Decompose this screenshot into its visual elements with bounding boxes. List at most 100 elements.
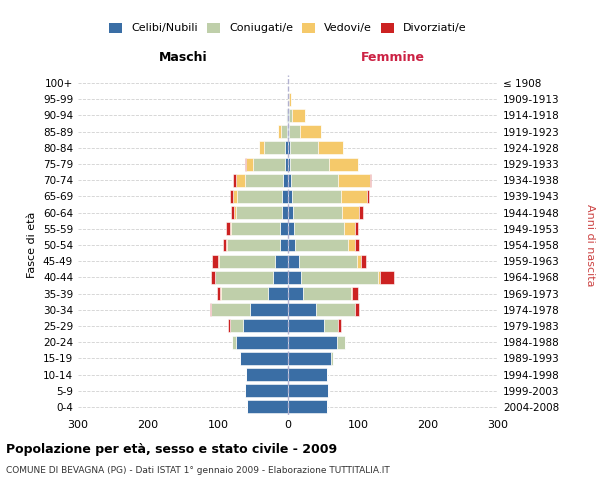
Bar	[288, 142, 290, 154]
Bar	[356, 254, 361, 268]
Bar	[359, 206, 363, 219]
Bar	[230, 190, 233, 203]
Bar	[277, 125, 281, 138]
Bar	[325, 320, 338, 332]
Bar	[301, 271, 377, 284]
Bar	[283, 174, 288, 186]
Bar	[341, 190, 367, 203]
Bar	[230, 206, 234, 219]
Bar	[351, 287, 352, 300]
Bar	[295, 238, 347, 252]
Bar	[211, 271, 215, 284]
Bar	[299, 254, 356, 268]
Bar	[235, 336, 288, 348]
Bar	[293, 206, 342, 219]
Text: COMUNE DI BEVAGNA (PG) - Dati ISTAT 1° gennaio 2009 - Elaborazione TUTTITALIA.IT: COMUNE DI BEVAGNA (PG) - Dati ISTAT 1° g…	[6, 466, 390, 475]
Bar	[285, 142, 288, 154]
Bar	[338, 320, 341, 332]
Bar	[370, 174, 371, 186]
Bar	[288, 400, 326, 413]
Bar	[250, 304, 288, 316]
Bar	[355, 304, 359, 316]
Bar	[288, 320, 325, 332]
Bar	[288, 125, 289, 138]
Bar	[318, 142, 343, 154]
Bar	[288, 287, 304, 300]
Bar	[367, 190, 368, 203]
Bar	[288, 336, 337, 348]
Bar	[211, 304, 250, 316]
Bar	[288, 254, 299, 268]
Bar	[288, 304, 316, 316]
Bar	[329, 158, 358, 170]
Bar	[217, 287, 220, 300]
Bar	[331, 352, 333, 365]
Bar	[215, 271, 272, 284]
Bar	[288, 206, 293, 219]
Bar	[342, 206, 359, 219]
Bar	[288, 352, 331, 365]
Y-axis label: Fasce di età: Fasce di età	[28, 212, 37, 278]
Bar	[245, 384, 288, 397]
Bar	[253, 158, 284, 170]
Bar	[361, 254, 367, 268]
Legend: Celibi/Nubili, Coniugati/e, Vedovi/e, Divorziati/e: Celibi/Nubili, Coniugati/e, Vedovi/e, Di…	[106, 20, 470, 37]
Bar	[304, 287, 351, 300]
Bar	[338, 174, 370, 186]
Bar	[232, 222, 280, 235]
Bar	[288, 384, 328, 397]
Bar	[236, 174, 245, 186]
Bar	[275, 254, 288, 268]
Bar	[289, 93, 291, 106]
Bar	[292, 109, 305, 122]
Text: Maschi: Maschi	[158, 50, 208, 64]
Bar	[337, 336, 346, 348]
Bar	[240, 352, 241, 365]
Bar	[233, 190, 237, 203]
Bar	[227, 238, 280, 252]
Bar	[288, 158, 290, 170]
Bar	[284, 158, 288, 170]
Bar	[300, 125, 321, 138]
Bar	[283, 190, 288, 203]
Bar	[288, 238, 295, 252]
Bar	[246, 158, 253, 170]
Bar	[289, 109, 292, 122]
Text: Femmine: Femmine	[361, 50, 425, 64]
Bar	[355, 238, 359, 252]
Bar	[289, 125, 300, 138]
Bar	[288, 93, 289, 106]
Bar	[377, 271, 380, 284]
Bar	[218, 254, 220, 268]
Bar	[280, 222, 288, 235]
Bar	[234, 206, 236, 219]
Bar	[232, 336, 235, 348]
Bar	[230, 222, 232, 235]
Bar	[233, 174, 236, 186]
Bar	[264, 142, 285, 154]
Bar	[226, 222, 230, 235]
Bar	[287, 125, 288, 138]
Bar	[344, 222, 355, 235]
Bar	[220, 254, 275, 268]
Bar	[281, 125, 287, 138]
Bar	[221, 287, 268, 300]
Bar	[259, 142, 264, 154]
Bar	[288, 271, 301, 284]
Bar	[290, 158, 329, 170]
Bar	[355, 222, 358, 235]
Bar	[282, 206, 288, 219]
Bar	[237, 190, 283, 203]
Bar	[212, 254, 218, 268]
Bar	[236, 206, 282, 219]
Y-axis label: Anni di nascita: Anni di nascita	[584, 204, 595, 286]
Bar	[220, 287, 221, 300]
Bar	[288, 109, 289, 122]
Bar	[230, 320, 242, 332]
Bar	[272, 271, 288, 284]
Bar	[247, 400, 288, 413]
Bar	[286, 109, 287, 122]
Bar	[245, 174, 283, 186]
Bar	[268, 287, 288, 300]
Bar	[288, 222, 293, 235]
